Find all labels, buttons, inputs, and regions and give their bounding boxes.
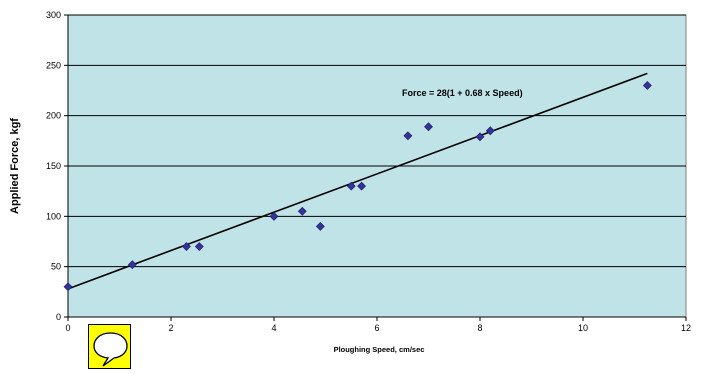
x-tick-label: 8 — [477, 323, 482, 333]
y-tick-label: 50 — [51, 262, 61, 272]
trendline-path — [67, 72, 648, 290]
data-points — [63, 81, 652, 292]
y-tick-label: 300 — [46, 10, 61, 20]
data-point — [315, 221, 325, 231]
data-point — [424, 122, 433, 132]
data-point — [357, 181, 366, 191]
speech-bubble-icon — [93, 332, 128, 367]
data-point — [63, 282, 73, 292]
y-tick-label: 0 — [56, 312, 61, 322]
data-point — [403, 131, 413, 141]
axes — [64, 14, 687, 321]
data-point — [297, 206, 307, 216]
x-tick-label: 12 — [681, 323, 691, 333]
data-point — [182, 242, 191, 251]
y-tick-label: 150 — [46, 161, 61, 171]
x-axis-title: Ploughing Speed, cm/sec — [334, 345, 425, 354]
data-point — [127, 260, 137, 270]
comment-callout[interactable] — [88, 324, 131, 369]
data-point — [485, 126, 495, 136]
x-tick-label: 2 — [168, 323, 173, 333]
y-tick-labels: 0 50 100 150 200 250 300 — [46, 10, 61, 322]
x-tick-label: 4 — [271, 323, 276, 333]
data-point — [642, 81, 652, 90]
data-point — [475, 132, 485, 142]
data-point — [346, 181, 356, 191]
y-tick-label: 100 — [46, 211, 61, 221]
x-tick-labels: 0 2 4 6 8 10 12 — [65, 323, 691, 333]
y-tick-label: 200 — [46, 111, 61, 121]
y-tick-label: 250 — [46, 60, 61, 70]
x-tick-label: 10 — [578, 323, 588, 333]
trendline — [67, 72, 648, 290]
x-tick-label: 0 — [65, 323, 70, 333]
data-point — [269, 211, 279, 221]
grid-lines — [68, 14, 686, 268]
y-axis-title: Applied Force, kgf — [9, 118, 21, 214]
data-point — [194, 242, 204, 251]
trendline-label: Force = 28(1 + 0.68 x Speed) — [402, 88, 523, 98]
x-tick-label: 6 — [374, 323, 379, 333]
